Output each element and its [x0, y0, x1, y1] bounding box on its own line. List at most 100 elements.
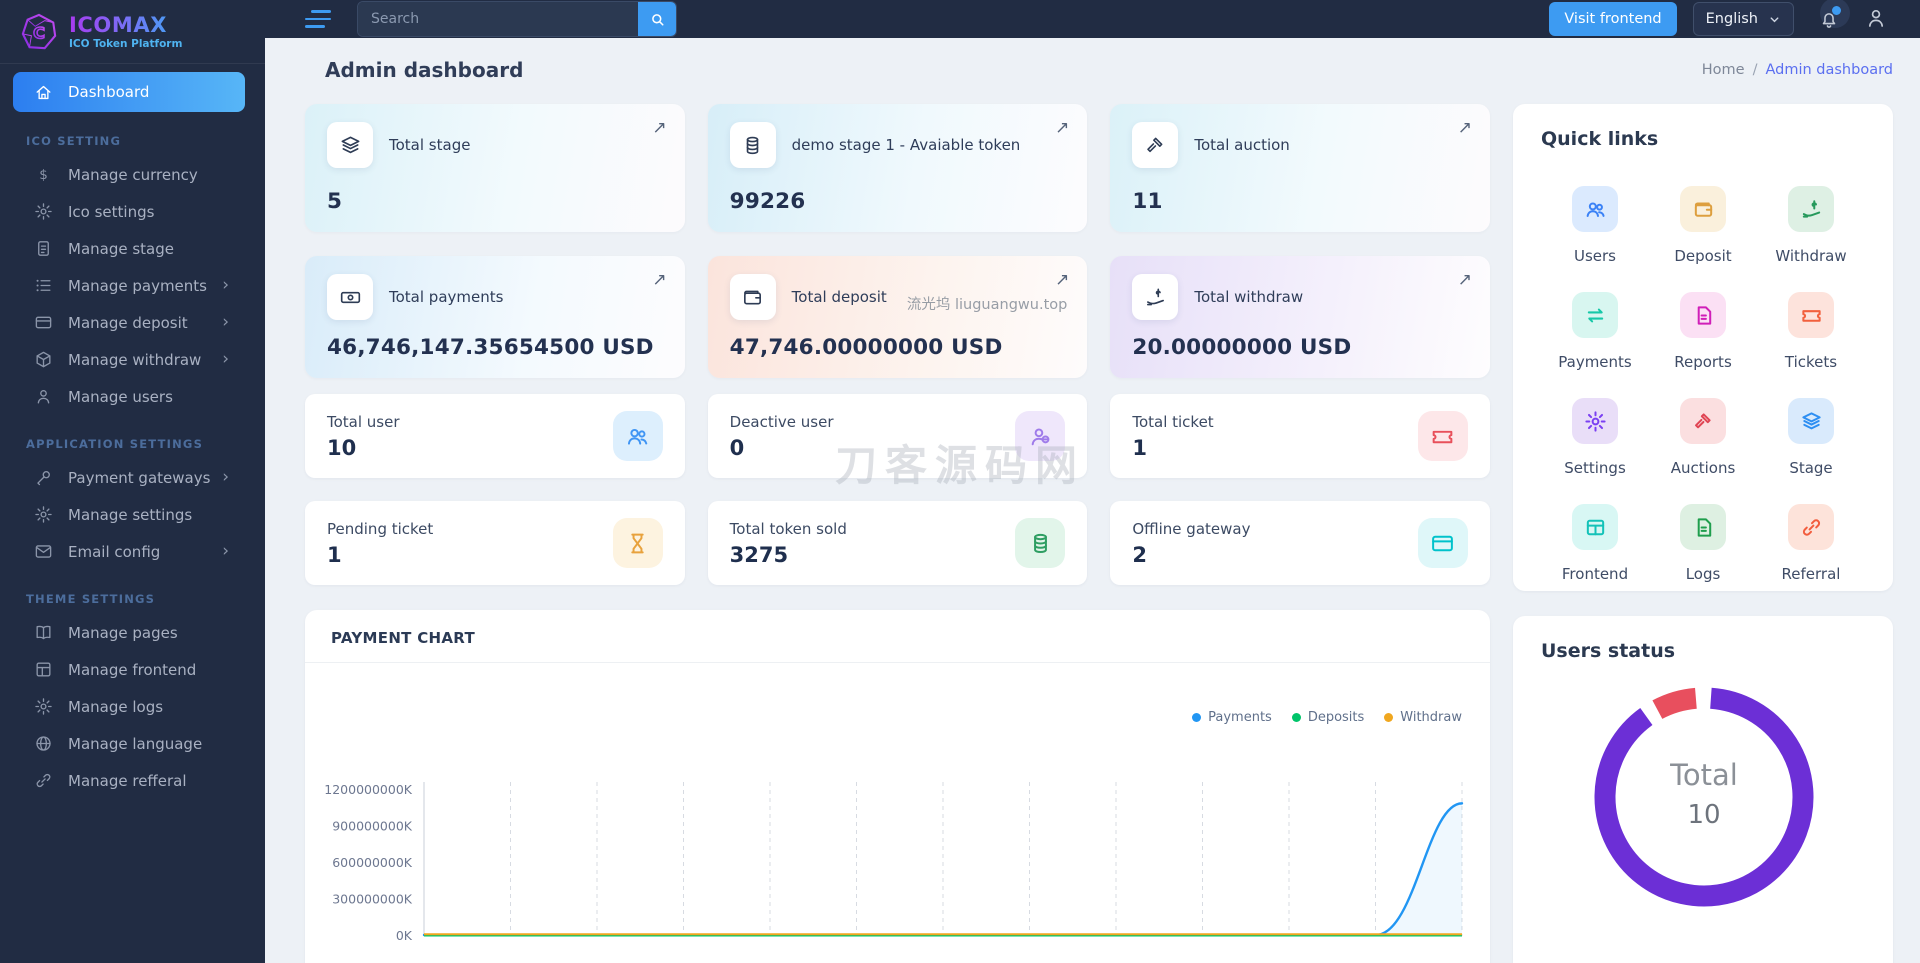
- mini-card-deactive-user: Deactive user 0: [707, 394, 1088, 478]
- visit-frontend-button[interactable]: Visit frontend: [1549, 2, 1677, 36]
- quick-link-referral[interactable]: Referral: [1757, 504, 1865, 583]
- sidebar-item-dashboard[interactable]: Dashboard: [13, 72, 245, 112]
- users-status-title: Users status: [1541, 640, 1676, 662]
- users-status-donut: [1594, 687, 1814, 907]
- stat-card-total-stage[interactable]: Total stage ↗ 5: [305, 104, 685, 232]
- sidebar-item-manage-logs[interactable]: Manage logs: [0, 688, 265, 725]
- quick-link-withdraw[interactable]: Withdraw: [1757, 186, 1865, 265]
- sidebar-item-label: Manage logs: [68, 697, 164, 716]
- breadcrumb: Home / Admin dashboard: [1702, 62, 1893, 78]
- quick-link-tickets[interactable]: Tickets: [1757, 292, 1865, 371]
- quick-link-reports[interactable]: Reports: [1649, 292, 1757, 371]
- legend-deposits[interactable]: Deposits: [1291, 710, 1365, 725]
- quick-link-stage[interactable]: Stage: [1757, 398, 1865, 477]
- quick-links-grid: Users Deposit Withdraw Payments Reports Ticke…: [1541, 186, 1865, 583]
- layers-icon: [1788, 398, 1834, 444]
- legend-label: Deposits: [1307, 710, 1365, 725]
- svg-text:300000000K: 300000000K: [332, 892, 413, 907]
- stat-card-demo-stage-1-avaiable-token[interactable]: demo stage 1 - Avaiable token ↗ 99226: [707, 104, 1088, 232]
- stat-card-total-payments[interactable]: Total payments ↗ 46,746,147.35654500 USD: [305, 256, 685, 378]
- legend-label: Payments: [1208, 710, 1272, 725]
- quick-link-label: Deposit: [1674, 247, 1732, 265]
- external-link-icon: ↗: [1457, 118, 1472, 138]
- gear-icon: [1572, 398, 1618, 444]
- sidebar-item-manage-frontend[interactable]: Manage frontend: [0, 651, 265, 688]
- sidebar-item-label: Manage withdraw: [68, 350, 202, 369]
- sidebar-item-label: Manage users: [68, 387, 173, 406]
- menu-toggle-button[interactable]: [305, 10, 331, 28]
- sidebar-item-manage-pages[interactable]: Manage pages: [0, 614, 265, 651]
- sidebar-item-manage-deposit[interactable]: Manage deposit ›: [0, 304, 265, 341]
- sidebar-item-label: Manage settings: [68, 505, 193, 524]
- stat-card-total-deposit[interactable]: Total deposit ↗ 流光坞 liuguangwu.top 47,746.0…: [707, 256, 1088, 378]
- coins-icon: [729, 122, 776, 168]
- chevron-right-icon: ›: [222, 541, 229, 561]
- quick-link-label: Referral: [1781, 565, 1841, 583]
- mini-card-value: 3275: [729, 542, 789, 567]
- sidebar-item-manage-withdraw[interactable]: Manage withdraw ›: [0, 341, 265, 378]
- chevron-right-icon: ›: [222, 467, 229, 487]
- logo-title: ICOMAX: [69, 13, 182, 37]
- quick-link-settings[interactable]: Settings: [1541, 398, 1649, 477]
- breadcrumb-home-link[interactable]: Home: [1701, 62, 1745, 78]
- language-value: English: [1705, 11, 1758, 27]
- mini-card-label: Total ticket: [1132, 412, 1214, 431]
- sidebar-item-email-config[interactable]: Email config ›: [0, 533, 265, 570]
- mini-card-value: 0: [729, 435, 745, 460]
- quick-link-payments[interactable]: Payments: [1541, 292, 1649, 371]
- content: Admin dashboard Home / Admin dashboard Tot…: [265, 38, 1920, 963]
- mini-card-value: 1: [1132, 435, 1147, 460]
- stat-card-label: Total auction: [1194, 136, 1290, 154]
- stat-card-label: Total withdraw: [1194, 288, 1304, 306]
- stat-card-value: 46,746,147.35654500 USD: [327, 335, 654, 360]
- sidebar-item-manage-stage[interactable]: Manage stage: [0, 230, 265, 267]
- sidebar-item-manage-refferal[interactable]: Manage refferal: [0, 762, 265, 799]
- topbar: Visit frontend English: [265, 0, 1920, 38]
- stat-card-label: Total deposit: [791, 288, 887, 306]
- stat-card-value: 20.00000000 USD: [1132, 335, 1352, 360]
- language-select[interactable]: English: [1692, 2, 1794, 36]
- mini-cards-grid: Total user 10 Deactive user 0 Total ticket 1 P…: [305, 394, 1490, 585]
- quick-link-auctions[interactable]: Auctions: [1649, 398, 1757, 477]
- payment-chart: 0K 300000000K 600000000K 900000000K 12000000…: [324, 782, 1464, 943]
- sidebar-item-manage-payments[interactable]: Manage payments ›: [0, 267, 265, 304]
- notifications-button[interactable]: [1810, 0, 1850, 38]
- quick-link-logs[interactable]: Logs: [1649, 504, 1757, 583]
- sidebar-section-application-settings: APPLICATION SETTINGS: [26, 437, 204, 451]
- legend-withdraw[interactable]: Withdraw: [1384, 710, 1462, 725]
- quick-link-users[interactable]: Users: [1541, 186, 1649, 265]
- quick-link-label: Settings: [1564, 459, 1626, 477]
- stat-card-label: Total stage: [389, 136, 471, 154]
- sidebar-item-label: Manage refferal: [68, 771, 187, 790]
- ticket-icon: [1788, 292, 1834, 338]
- sidebar-item-manage-currency[interactable]: $ Manage currency: [0, 156, 265, 193]
- search-button[interactable]: [638, 2, 676, 36]
- chevron-right-icon: ›: [222, 312, 229, 332]
- payment-chart-title: PAYMENT CHART: [331, 629, 476, 647]
- logo[interactable]: C ICOMAX ICO Token Platform: [0, 0, 265, 64]
- chevron-down-icon: [1770, 16, 1779, 22]
- sidebar-item-ico-settings[interactable]: Ico settings: [0, 193, 265, 230]
- mini-card-label: Pending ticket: [327, 519, 434, 538]
- sidebar-section-ico-setting: ICO SETTING: [26, 134, 122, 148]
- stat-card-total-auction[interactable]: Total auction ↗ 11: [1110, 104, 1490, 232]
- sidebar-item-payment-gateways[interactable]: Payment gateways ›: [0, 459, 265, 496]
- divider: [305, 662, 1490, 663]
- profile-button[interactable]: [1864, 6, 1890, 32]
- list-icon: [34, 276, 53, 295]
- user-icon: [1868, 9, 1884, 27]
- quick-link-deposit[interactable]: Deposit: [1649, 186, 1757, 265]
- legend-dot: [1384, 713, 1394, 722]
- cash-icon: [327, 274, 373, 320]
- stat-card-total-withdraw[interactable]: Total withdraw ↗ 20.00000000 USD: [1110, 256, 1490, 378]
- svg-text:600000000K: 600000000K: [332, 855, 413, 870]
- sidebar: C ICOMAX ICO Token Platform Dashboard ICO…: [0, 0, 265, 963]
- sidebar-item-manage-users[interactable]: Manage users: [0, 378, 265, 415]
- legend-payments[interactable]: Payments: [1192, 710, 1272, 725]
- sidebar-item-manage-language[interactable]: Manage language: [0, 725, 265, 762]
- search-input[interactable]: [358, 2, 638, 36]
- sidebar-item-manage-settings[interactable]: Manage settings: [0, 496, 265, 533]
- mini-card-total-token-sold: Total token sold 3275: [707, 501, 1088, 585]
- quick-link-frontend[interactable]: Frontend: [1541, 504, 1649, 583]
- userminus-icon: [1015, 411, 1066, 461]
